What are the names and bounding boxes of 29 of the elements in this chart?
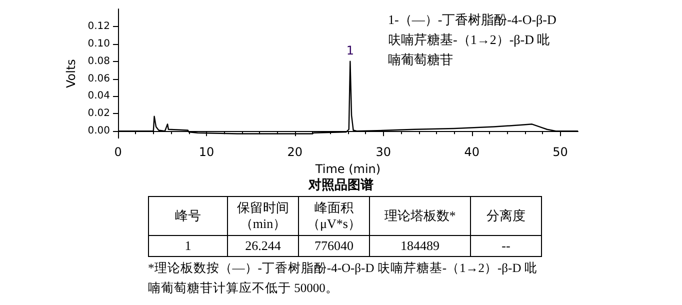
text: *理论板数按（—）-丁香树脂酚-4-O-β-D 呋喃芹糖基-（1→2）-β-D 吡喃葡萄糖苷计算应不低于 50000。: [148, 260, 538, 297]
text: 保留时间（min）: [228, 196, 298, 236]
y-tick-label: 0.10: [88, 38, 110, 50]
x-tick-label: 30: [376, 145, 392, 160]
x-tick-label: 40: [464, 145, 480, 160]
x-axis-title: Time (min): [314, 162, 381, 176]
y-axis-title: Volts: [64, 59, 78, 88]
x-tick-label: 20: [287, 145, 303, 160]
text: 184489: [370, 236, 470, 256]
y-tick-label: 0.06: [88, 73, 110, 84]
y-tick-label: 0.00: [88, 126, 110, 137]
y-tick-label: 0.12: [88, 20, 110, 32]
text: 峰面积（μV*s）: [298, 196, 370, 236]
x-tick-label: 50: [552, 145, 568, 160]
y-tick-label: 0.02: [88, 108, 110, 120]
text: 26.244: [228, 236, 298, 256]
text: 776040: [298, 236, 370, 256]
text: --: [470, 236, 542, 256]
annotation: 1: [346, 43, 354, 58]
y-tick-label: 0.04: [88, 90, 110, 102]
text: 峰号: [148, 196, 228, 236]
y-tick-label: 0.08: [88, 56, 110, 67]
text: 分离度: [470, 196, 542, 236]
text: 1: [148, 236, 228, 256]
text: 理论塔板数*: [370, 196, 470, 236]
x-tick-label: 0: [114, 145, 122, 160]
text: 对照品图谱: [307, 176, 374, 194]
x-tick-label: 10: [198, 145, 214, 160]
annotation: 1-（—）-丁香树脂酚-4-O-β-D 呋喃芹糖基-（1→2）-β-D 吡喃葡萄糖苷: [388, 11, 558, 69]
